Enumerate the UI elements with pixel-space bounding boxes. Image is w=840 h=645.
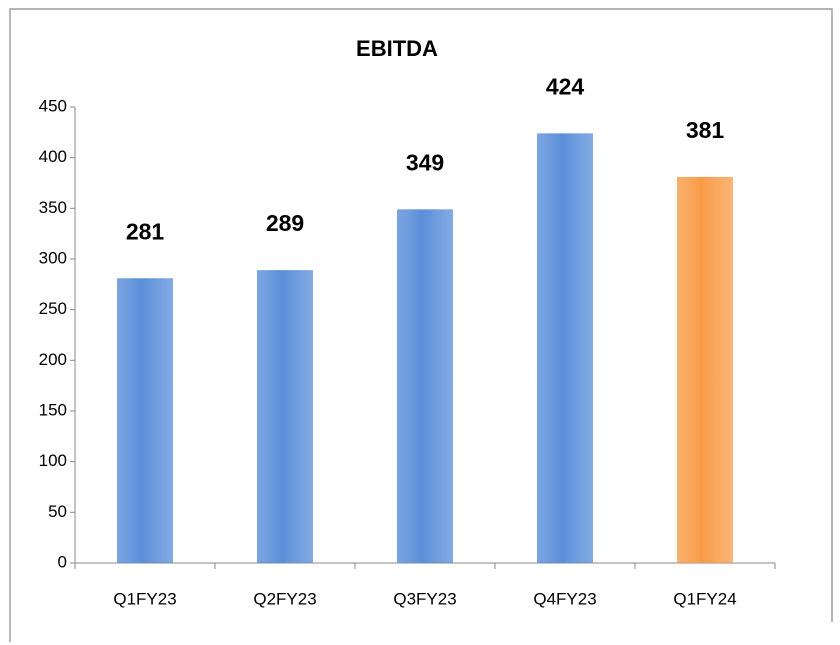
x-tick-label: Q4FY23 <box>533 589 596 608</box>
y-tick-label: 400 <box>39 147 67 166</box>
x-tick-label: Q2FY23 <box>253 589 316 608</box>
y-tick-label: 350 <box>39 198 67 217</box>
bar <box>677 176 733 564</box>
chart-title: EBITDA <box>356 36 438 61</box>
y-tick-label: 50 <box>48 502 67 521</box>
x-tick-label: Q1FY24 <box>673 589 736 608</box>
bar <box>537 133 593 563</box>
x-tick-label: Q1FY23 <box>113 589 176 608</box>
data-label: 289 <box>266 210 304 236</box>
data-label: 349 <box>406 149 444 175</box>
bar <box>117 278 173 563</box>
y-tick-label: 150 <box>39 400 67 419</box>
y-tick-label: 0 <box>58 552 67 571</box>
bar <box>257 270 313 563</box>
data-label: 281 <box>126 218 165 244</box>
data-label: 424 <box>546 73 585 99</box>
y-tick-label: 250 <box>39 299 67 318</box>
y-tick-label: 100 <box>39 451 67 470</box>
data-label: 381 <box>686 117 725 143</box>
y-tick-label: 200 <box>39 350 67 369</box>
bar <box>397 209 453 563</box>
y-tick-label: 450 <box>39 96 67 115</box>
x-tick-label: Q3FY23 <box>393 589 456 608</box>
y-tick-label: 300 <box>39 248 67 267</box>
chart-frame <box>9 8 833 642</box>
